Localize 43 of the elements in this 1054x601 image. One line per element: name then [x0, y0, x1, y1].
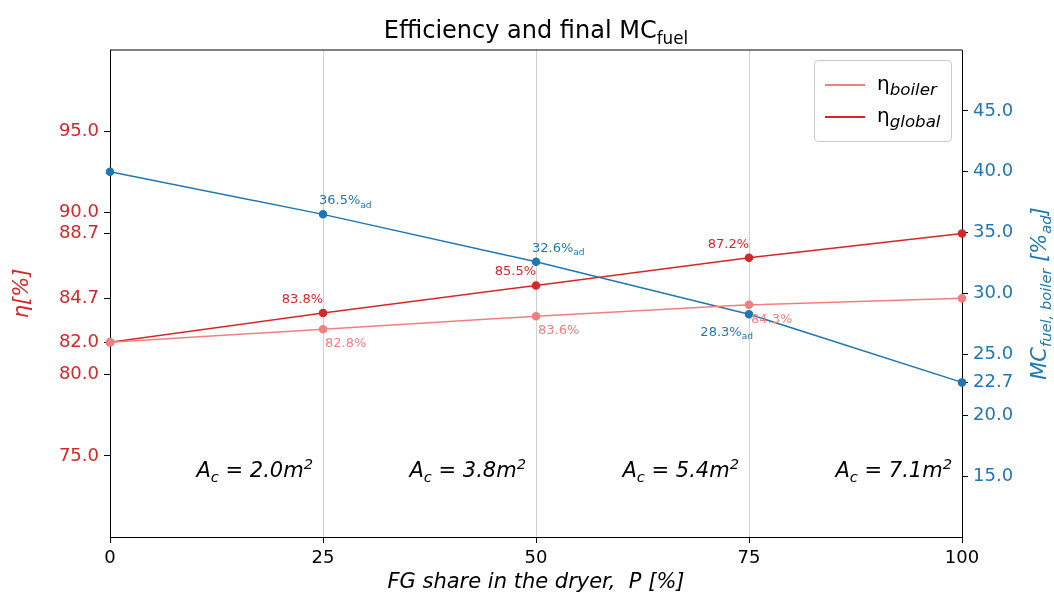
point: [957, 378, 967, 387]
y-tick-label: 84.7: [58, 286, 99, 308]
data-label: 83.6%: [538, 322, 580, 338]
point: [957, 294, 967, 303]
point: [744, 253, 754, 263]
y-axis-title: η[%]: [9, 268, 33, 319]
point: [531, 257, 541, 267]
x-tick-label: 50: [524, 546, 548, 568]
data-label: 87.2%: [707, 235, 750, 251]
x-tick-label: 75: [737, 546, 761, 568]
y-tick-label: 75.0: [58, 443, 99, 465]
y2-tick-label: 35.0: [973, 220, 1014, 242]
point: [744, 309, 754, 319]
point: [531, 311, 541, 321]
y2-tick-label: 15.0: [973, 463, 1014, 485]
point: [531, 281, 541, 290]
data-label: 83.8%: [281, 290, 324, 306]
y-tick-label: 95.0: [58, 118, 99, 140]
data-label: 85.5%: [494, 263, 537, 279]
point: [318, 210, 328, 219]
y2-tick-label: 30.0: [973, 281, 1014, 303]
y-tick-label: 90.0: [58, 200, 99, 222]
point: [957, 229, 967, 238]
legend-label: η$_{global}$: [877, 103, 941, 131]
x-axis-title: FG share in the dryer, P [%]: [387, 569, 685, 593]
point: [744, 300, 754, 310]
point: [318, 324, 328, 334]
point: [105, 167, 115, 176]
x-tick-label: 25: [311, 546, 335, 568]
legend-label: η$_{boiler}$: [877, 71, 937, 99]
y2-tick-label: 45.0: [973, 98, 1014, 120]
y2-tick-label: 22.7: [973, 370, 1014, 392]
y2-tick-label: 20.0: [973, 402, 1014, 424]
x-tick-label: 0: [104, 546, 116, 568]
y2-tick-label: 25.0: [973, 342, 1014, 364]
y-tick-label: 82.0: [58, 329, 99, 351]
x-tick-label: 100: [944, 546, 980, 568]
y2-tick-label: 40.0: [973, 159, 1014, 181]
y-tick-label: 88.7: [58, 221, 99, 243]
data-label: 82.8%: [325, 335, 367, 351]
y2-axis-title: MCfuel, boiler [%ad]: [1027, 207, 1054, 380]
y-tick-label: 80.0: [58, 362, 99, 384]
point: [318, 308, 328, 318]
